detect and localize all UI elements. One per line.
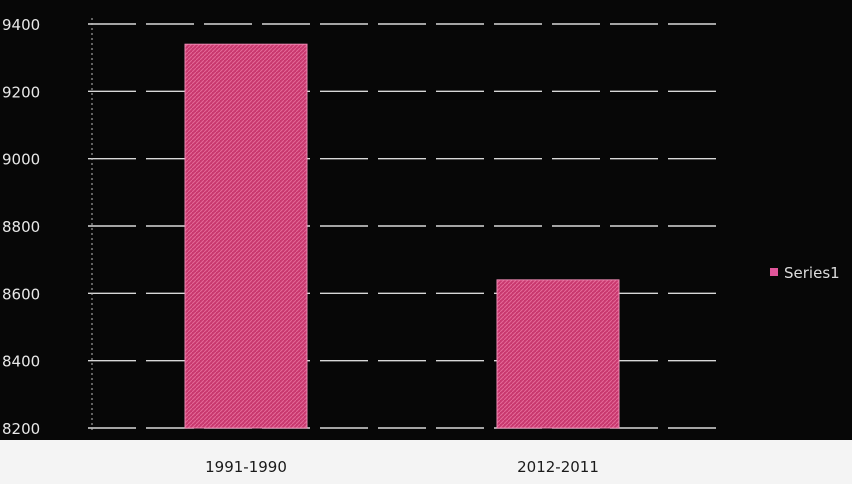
legend-swatch-series1	[770, 268, 778, 276]
bottom-paper-strip	[0, 440, 852, 484]
legend-label-series1: Series1	[784, 264, 840, 282]
y-tick-label-8600: 8600	[2, 285, 40, 303]
bars	[184, 43, 620, 429]
bar-1991-1990	[184, 43, 308, 429]
bar-2012-2011	[496, 279, 620, 429]
x-category-label-2012-2011: 2012-2011	[517, 458, 599, 476]
y-tick-label-9000: 9000	[2, 151, 40, 169]
y-tick-label-9200: 9200	[2, 83, 40, 101]
legend: Series1	[770, 264, 840, 282]
x-axis: 1991-1990 2012-2011	[205, 458, 599, 476]
y-axis: 8200 8400 8600 8800 9000 9200 9400	[2, 16, 93, 438]
y-tick-label-8800: 8800	[2, 218, 40, 236]
y-tick-label-9400: 9400	[2, 16, 40, 34]
y-tick-label-8200: 8200	[2, 420, 40, 438]
y-tick-label-8400: 8400	[2, 353, 40, 371]
x-category-label-1991-1990: 1991-1990	[205, 458, 287, 476]
